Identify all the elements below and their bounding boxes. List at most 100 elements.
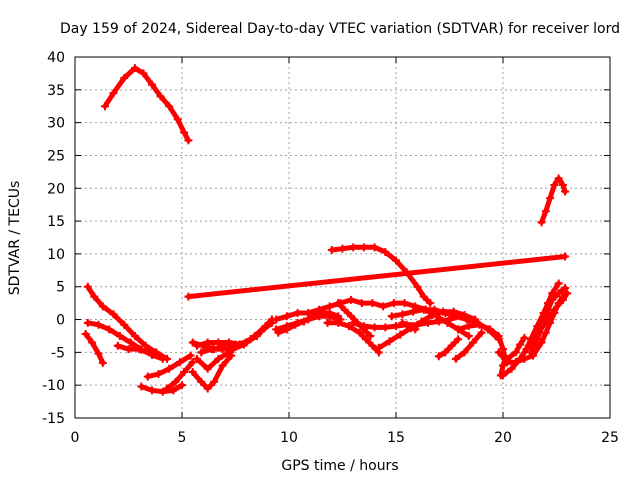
data-point: [392, 322, 400, 331]
data-point: [272, 315, 281, 324]
y-tick-label: 15: [47, 214, 65, 230]
series-arc-9: [188, 351, 236, 393]
data-point: [543, 305, 552, 314]
data-point: [293, 308, 302, 317]
y-tick-label: 30: [47, 116, 65, 132]
data-point: [124, 345, 133, 354]
data-point: [554, 289, 563, 298]
data-point: [188, 358, 197, 367]
data-point: [139, 69, 148, 78]
data-point: [137, 382, 146, 391]
series-arc-18: [334, 299, 375, 340]
data-point: [250, 331, 259, 340]
series-arc-2: [83, 282, 172, 363]
data-point: [188, 338, 197, 347]
data-point: [156, 92, 165, 101]
data-point: [561, 284, 570, 293]
series-isolated: [184, 252, 570, 301]
data-point: [409, 307, 418, 316]
y-axis-label: SDTVAR / TECUs: [7, 181, 23, 296]
y-tick-label: -5: [51, 345, 65, 361]
data-point: [539, 318, 548, 327]
data-point: [359, 322, 368, 331]
data-point: [282, 325, 291, 334]
data-point: [349, 318, 358, 327]
series-trace: [376, 309, 478, 351]
data-point: [464, 331, 473, 340]
data-point: [184, 292, 193, 301]
x-tick-label: 15: [387, 430, 405, 446]
x-tick-label: 25: [601, 430, 619, 446]
data-point: [389, 299, 398, 308]
data-point: [516, 340, 525, 349]
data-point: [381, 247, 390, 256]
y-tick-label: 10: [47, 247, 65, 263]
series-trace: [504, 335, 527, 362]
series-arc-5: [113, 341, 154, 357]
series-arc-13: [197, 315, 276, 357]
data-point: [225, 338, 234, 347]
plot-frame: [74, 56, 611, 419]
data-point: [428, 310, 437, 319]
data-point: [359, 243, 368, 252]
data-point: [94, 320, 103, 329]
data-point: [563, 289, 572, 298]
data-point: [362, 335, 371, 344]
data-point: [379, 302, 388, 311]
data-point: [158, 354, 167, 363]
data-point: [135, 345, 144, 354]
data-point: [145, 348, 154, 357]
data-point: [537, 218, 546, 227]
data-point: [203, 364, 212, 373]
data-point: [464, 322, 473, 331]
data-point: [120, 74, 129, 83]
data-point: [148, 386, 157, 395]
series-arc-6: [137, 381, 186, 396]
series-arc-7: [143, 351, 195, 381]
series-trace: [115, 343, 153, 355]
data-point: [434, 317, 443, 326]
data-point: [184, 136, 193, 145]
data-point: [366, 331, 375, 340]
data-point: [550, 180, 559, 189]
data-point: [81, 329, 90, 338]
x-tick-label: 0: [71, 430, 80, 446]
data-point: [120, 320, 129, 329]
y-tick-label: 0: [56, 313, 65, 329]
data-point: [180, 368, 189, 377]
data-point: [308, 312, 317, 321]
data-point: [169, 386, 178, 395]
data-point: [214, 354, 223, 363]
data-point: [148, 80, 157, 89]
data-point: [494, 331, 503, 340]
data-point: [434, 352, 443, 361]
data-point: [533, 335, 542, 344]
data-point: [441, 348, 450, 357]
data-point: [171, 377, 180, 386]
data-point: [282, 312, 291, 321]
data-point: [526, 348, 535, 357]
data-point: [499, 361, 507, 370]
series-arc-31: [526, 284, 570, 357]
data-point: [163, 384, 172, 393]
data-point: [291, 320, 300, 329]
data-series: [81, 64, 572, 396]
data-point: [554, 279, 563, 288]
x-axis-label: GPS time / hours: [281, 458, 398, 474]
data-point: [404, 322, 413, 331]
series-trace: [185, 254, 568, 300]
data-point: [454, 325, 463, 334]
data-point: [400, 299, 409, 308]
series-arc-8: [163, 358, 197, 393]
data-point: [347, 312, 356, 321]
data-point: [541, 207, 550, 216]
data-point: [317, 308, 326, 317]
data-point: [561, 187, 570, 196]
data-point: [398, 310, 407, 319]
data-point: [94, 349, 103, 358]
data-point: [387, 312, 396, 321]
data-point: [188, 368, 197, 377]
data-point: [516, 354, 525, 363]
data-point: [417, 317, 426, 326]
data-point: [447, 341, 456, 350]
